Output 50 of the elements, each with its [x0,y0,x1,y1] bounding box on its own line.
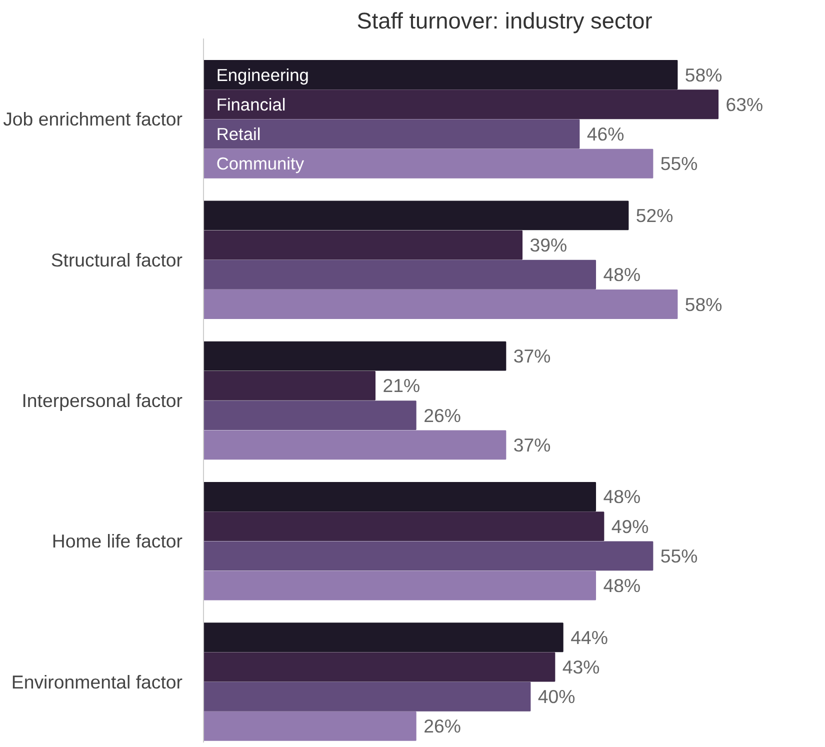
bar [204,541,654,571]
data-label: 55% [660,153,698,174]
bar [204,290,678,319]
bar [204,652,556,682]
series-label: Engineering [216,64,309,85]
y-tick-label: Interpersonal factor [22,390,183,411]
data-label: 55% [660,545,698,566]
data-label: 44% [570,626,608,648]
data-label: 37% [513,434,551,456]
bar [204,341,506,371]
bar [204,512,604,542]
bar [204,60,678,90]
data-label: 48% [603,486,641,508]
bar [204,119,580,149]
bar [204,90,719,120]
data-label: 58% [684,64,722,86]
bar [204,260,596,290]
bar [204,482,596,512]
data-label: 58% [684,294,722,315]
bar [204,148,654,178]
bar [204,430,506,460]
series-label: Retail [216,124,261,144]
bar [204,570,596,600]
data-label: 48% [603,264,641,286]
bar [204,712,416,741]
data-label: 63% [726,94,764,115]
data-label: 46% [586,123,624,144]
data-label: 21% [382,375,420,396]
y-tick-label: Job enrichment factor [3,108,183,130]
y-tick-label: Home life factor [52,530,182,552]
bar [204,200,629,230]
data-label: 26% [424,404,461,426]
data-label: 48% [603,575,641,596]
data-label: 43% [562,656,600,678]
series-label: Financial [216,94,286,114]
data-label: 49% [611,516,649,537]
y-tick-label: Structural factor [50,249,183,270]
chart-title: Staff turnover: industry sector [356,8,653,34]
data-label: 37% [513,346,551,367]
y-tick-label: Environmental factor [11,671,183,692]
bar [204,622,564,652]
data-label: 52% [636,204,674,226]
bar [204,370,376,400]
data-label: 39% [530,234,568,256]
data-label: 26% [424,716,461,737]
bar [204,230,523,260]
bar [204,400,416,430]
series-label: Community [216,154,304,174]
bar [204,682,531,712]
data-label: 40% [538,686,576,708]
